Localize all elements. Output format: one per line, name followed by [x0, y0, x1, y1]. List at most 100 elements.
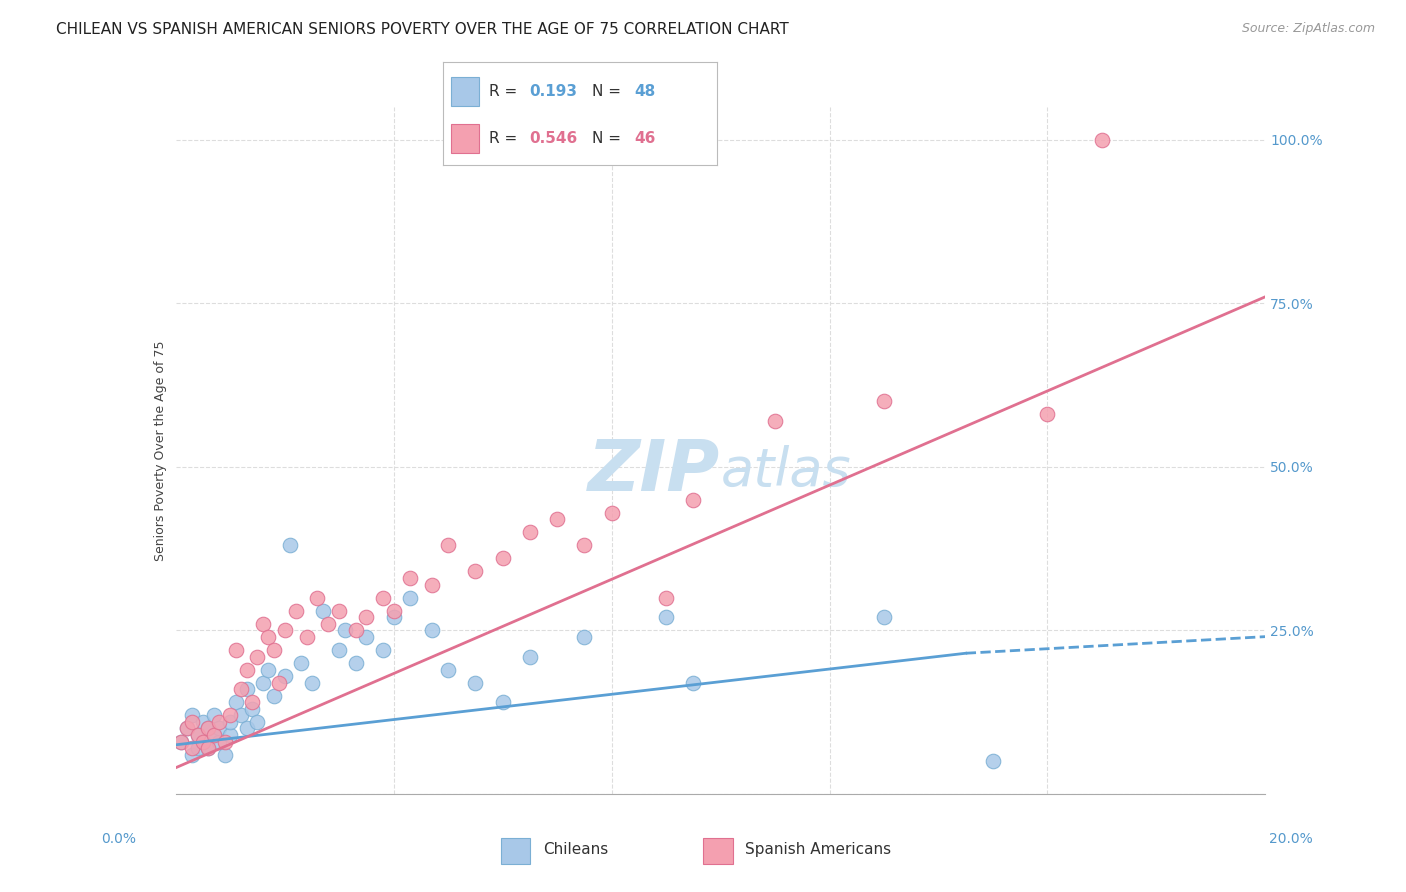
Point — [1091, 133, 1114, 147]
Point — [356, 610, 378, 624]
Text: atlas: atlas — [721, 445, 851, 497]
Point — [235, 663, 257, 677]
Point — [202, 728, 225, 742]
Point — [202, 728, 225, 742]
Point — [181, 708, 204, 723]
Point — [186, 741, 209, 756]
Point — [240, 695, 263, 709]
Point — [600, 506, 623, 520]
Point — [263, 689, 285, 703]
Point — [312, 604, 335, 618]
Text: Chileans: Chileans — [543, 842, 607, 857]
Point — [235, 682, 257, 697]
Text: R =: R = — [489, 84, 523, 99]
Text: N =: N = — [592, 131, 626, 146]
Point — [328, 604, 350, 618]
Bar — [501, 838, 530, 863]
Point — [186, 728, 209, 742]
Point — [437, 663, 460, 677]
Point — [1036, 408, 1059, 422]
Point — [371, 643, 394, 657]
Point — [420, 624, 443, 638]
Point — [356, 630, 378, 644]
Point — [252, 675, 274, 690]
Point — [257, 630, 280, 644]
Point — [344, 624, 367, 638]
Point — [235, 722, 257, 736]
Point — [208, 722, 231, 736]
Point — [219, 728, 242, 742]
Point — [301, 675, 323, 690]
Text: 46: 46 — [636, 131, 657, 146]
Point — [181, 741, 204, 756]
Point — [176, 722, 198, 736]
Point — [191, 734, 214, 748]
Point — [546, 512, 568, 526]
Point — [225, 643, 247, 657]
Point — [181, 714, 204, 729]
Point — [519, 649, 541, 664]
Text: 0.0%: 0.0% — [101, 832, 136, 846]
Point — [382, 610, 405, 624]
Point — [231, 682, 253, 697]
Point — [873, 610, 896, 624]
Point — [219, 714, 242, 729]
Point — [214, 734, 236, 748]
Point — [202, 708, 225, 723]
Text: R =: R = — [489, 131, 523, 146]
Point — [191, 734, 214, 748]
Point — [263, 643, 285, 657]
Point — [328, 643, 350, 657]
Point — [682, 492, 704, 507]
Text: 0.193: 0.193 — [529, 84, 578, 99]
Point — [420, 577, 443, 591]
Point — [197, 722, 219, 736]
Point — [240, 702, 263, 716]
Point — [197, 741, 219, 756]
Text: 0.546: 0.546 — [529, 131, 578, 146]
Point — [371, 591, 394, 605]
Text: N =: N = — [592, 84, 626, 99]
Text: CHILEAN VS SPANISH AMERICAN SENIORS POVERTY OVER THE AGE OF 75 CORRELATION CHART: CHILEAN VS SPANISH AMERICAN SENIORS POVE… — [56, 22, 789, 37]
Point — [269, 675, 291, 690]
Point — [399, 571, 422, 585]
Bar — [451, 77, 478, 105]
Point — [246, 714, 269, 729]
Point — [170, 734, 193, 748]
Point — [574, 538, 596, 552]
Point — [519, 525, 541, 540]
Point — [382, 604, 405, 618]
Text: Source: ZipAtlas.com: Source: ZipAtlas.com — [1241, 22, 1375, 36]
Point — [437, 538, 460, 552]
Bar — [703, 838, 733, 863]
Text: 20.0%: 20.0% — [1270, 832, 1313, 846]
Point — [655, 610, 678, 624]
Y-axis label: Seniors Poverty Over the Age of 75: Seniors Poverty Over the Age of 75 — [155, 340, 167, 561]
Point — [295, 630, 318, 644]
Point — [170, 734, 193, 748]
Point — [464, 675, 486, 690]
Point — [197, 722, 219, 736]
Point — [225, 695, 247, 709]
Point — [219, 708, 242, 723]
Point — [246, 649, 269, 664]
Point — [257, 663, 280, 677]
Point — [214, 747, 236, 762]
Point — [333, 624, 356, 638]
Text: 48: 48 — [636, 84, 657, 99]
Bar — [451, 124, 478, 153]
Point — [464, 565, 486, 579]
Point — [208, 734, 231, 748]
Point — [274, 669, 297, 683]
Point — [278, 538, 301, 552]
Point — [344, 656, 367, 670]
Text: ZIP: ZIP — [588, 436, 721, 506]
Point — [682, 675, 704, 690]
Point — [492, 551, 515, 566]
Point — [318, 616, 340, 631]
Point — [208, 714, 231, 729]
Point — [231, 708, 253, 723]
Point — [399, 591, 422, 605]
Point — [252, 616, 274, 631]
Point — [763, 414, 786, 428]
